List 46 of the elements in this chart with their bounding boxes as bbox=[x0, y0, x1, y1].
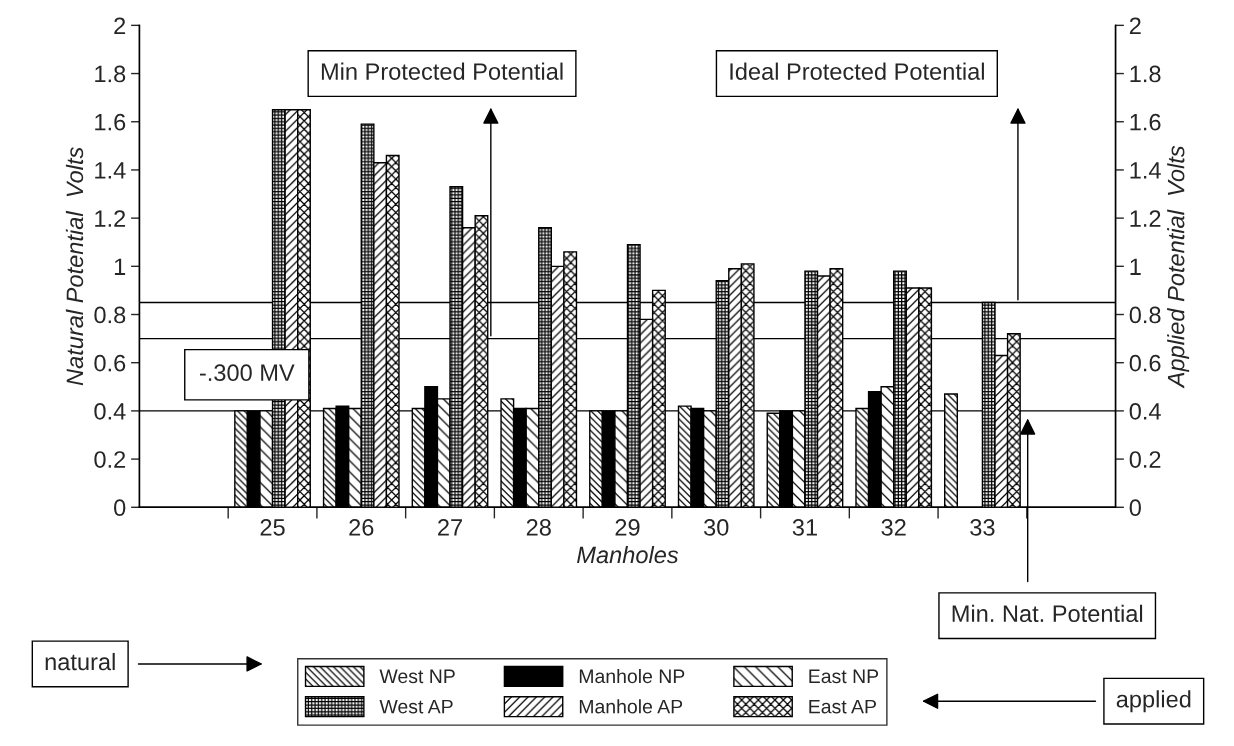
y2-tick-label: 1.2 bbox=[1130, 210, 1161, 227]
y2-tick-label: 0.4 bbox=[1129, 402, 1161, 420]
x-tick-label: 25 bbox=[260, 519, 285, 536]
x-tick-label: 28 bbox=[526, 519, 551, 536]
annotation: -.300 MV bbox=[199, 364, 295, 382]
x-tick-label: 30 bbox=[703, 519, 729, 536]
y2-axis-title: Applied Potential Volts bbox=[1167, 145, 1190, 389]
legend-label: West AP bbox=[379, 699, 453, 714]
y-tick-label: 1 bbox=[114, 258, 126, 275]
x-axis-title: Manholes bbox=[577, 545, 679, 564]
x-tick-label: 31 bbox=[792, 519, 817, 536]
y2-tick-label: 0.2 bbox=[1129, 451, 1161, 468]
legend-label: Manhole AP bbox=[579, 699, 683, 714]
x-tick-label: 26 bbox=[349, 519, 374, 536]
annotation: Min Protected Potential bbox=[321, 62, 563, 80]
y-tick-label: 0.2 bbox=[94, 451, 126, 468]
legend-label: East NP bbox=[809, 669, 879, 684]
y-tick-label: 0.6 bbox=[94, 354, 126, 372]
y2-tick-label: 0.8 bbox=[1129, 306, 1161, 324]
legend-label: East AP bbox=[809, 699, 876, 714]
y2-tick-label: 0 bbox=[1129, 499, 1141, 517]
legend-label: Manhole NP bbox=[579, 668, 685, 684]
text: Min. Nat. Potential bbox=[952, 604, 1143, 623]
y-tick-label: 1.2 bbox=[95, 210, 126, 227]
y2-tick-label: 1 bbox=[1130, 258, 1141, 275]
y-tick-label: 0.8 bbox=[94, 306, 126, 324]
y2-tick-label: 1.6 bbox=[1130, 113, 1161, 131]
y2-tick-label: 2 bbox=[1129, 17, 1141, 34]
legend-label: West NP bbox=[379, 669, 455, 684]
y-tick-label: 2 bbox=[114, 17, 126, 34]
y-tick-label: 0 bbox=[114, 499, 126, 517]
y-tick-label: 1.4 bbox=[95, 162, 126, 179]
text: natural bbox=[45, 652, 115, 671]
y-tick-label: 1.6 bbox=[95, 113, 126, 131]
y-tick-label: 0.4 bbox=[94, 402, 126, 420]
y-axis-title: Natural Potential Volts bbox=[65, 147, 84, 386]
x-tick-label: 29 bbox=[615, 519, 640, 536]
y2-tick-label: 1.4 bbox=[1130, 162, 1161, 179]
x-tick-label: 33 bbox=[970, 519, 995, 536]
x-tick-label: 32 bbox=[881, 519, 906, 536]
text: applied bbox=[1116, 690, 1191, 713]
annotation: Ideal Protected Potential bbox=[730, 62, 984, 80]
x-tick-label: 27 bbox=[438, 519, 462, 536]
y2-tick-label: 1.8 bbox=[1130, 65, 1161, 83]
y2-tick-label: 0.6 bbox=[1129, 354, 1161, 372]
y-tick-label: 1.8 bbox=[95, 65, 126, 83]
